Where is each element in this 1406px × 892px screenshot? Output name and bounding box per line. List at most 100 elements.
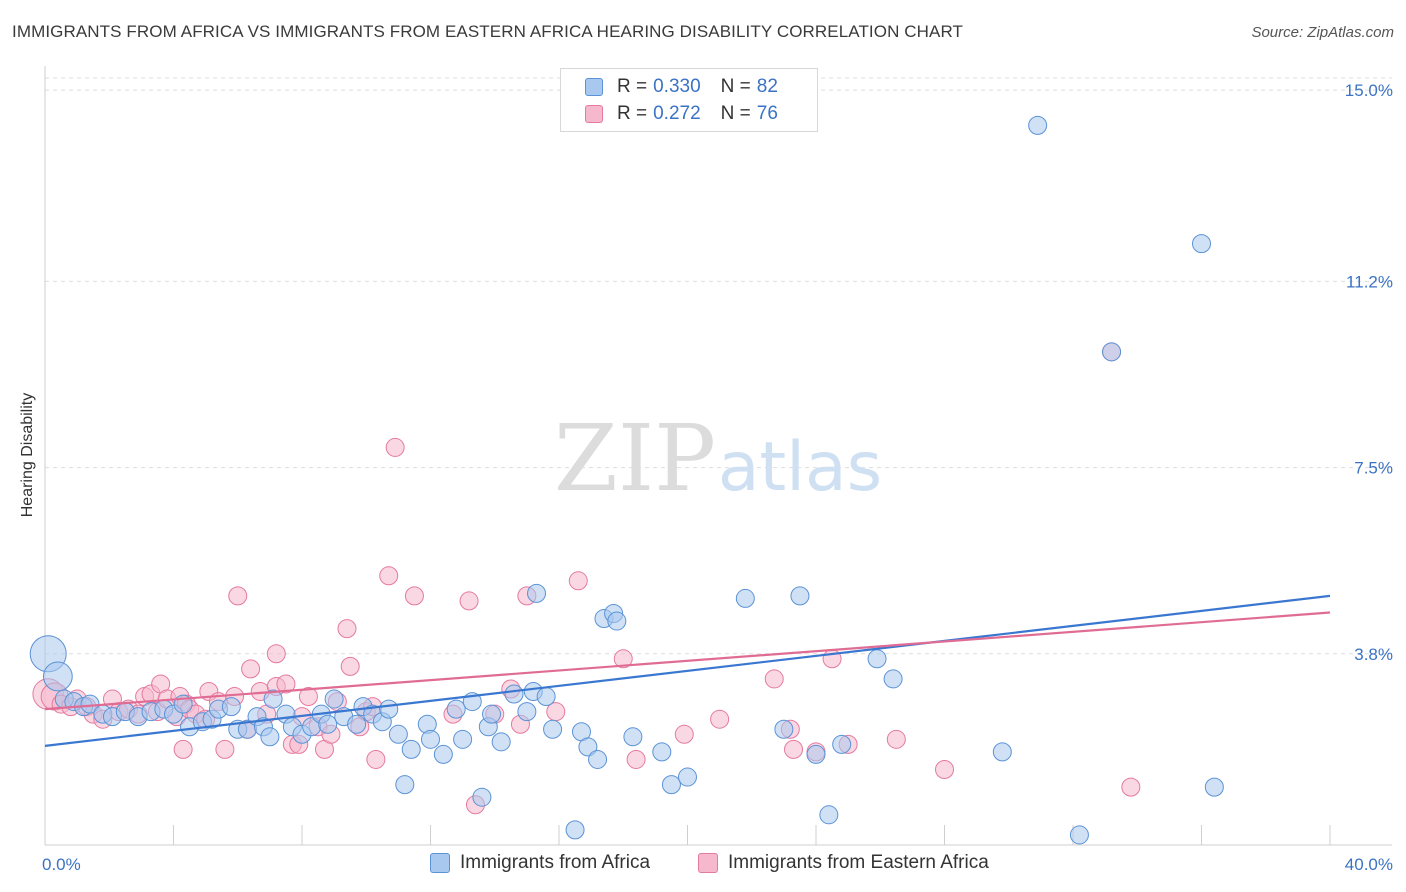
africa-point: [527, 583, 547, 603]
eastern-africa-point: [886, 729, 906, 749]
eastern-africa-point: [276, 674, 296, 694]
eastern-africa-point: [337, 619, 357, 639]
eastern-africa-point: [366, 749, 386, 769]
watermark-zip: ZIP: [554, 405, 716, 512]
eastern-africa-point: [568, 571, 588, 591]
eastern-africa-point: [626, 749, 646, 769]
legend-label-africa: Immigrants from Africa: [460, 852, 651, 873]
stats-n-value: 76: [756, 103, 778, 124]
eastern-africa-point: [379, 566, 399, 586]
africa-point: [517, 702, 537, 722]
africa-point: [401, 739, 421, 759]
africa-point: [491, 732, 511, 752]
africa-point: [607, 611, 627, 631]
eastern-africa-point: [385, 437, 405, 457]
africa-point: [774, 719, 794, 739]
africa-point: [1102, 342, 1122, 362]
stats-box: R = 0.330 N = 82 R = 0.272 N = 76: [560, 68, 818, 132]
eastern-africa-point: [215, 739, 235, 759]
africa-point: [867, 649, 887, 669]
legend: Immigrants from Africa Immigrants from E…: [0, 852, 1406, 878]
africa-point: [318, 714, 338, 734]
stats-swatch-eastern-africa: [585, 105, 603, 123]
chart-source: Source: ZipAtlas.com: [1251, 24, 1394, 41]
grid-lines: [45, 77, 1392, 655]
africa-point: [388, 724, 408, 744]
eastern-africa-point: [613, 649, 633, 669]
africa-point: [883, 669, 903, 689]
eastern-africa-point: [173, 739, 193, 759]
eastern-africa-point: [459, 591, 479, 611]
axes: [44, 66, 1392, 846]
africa-point: [324, 689, 344, 709]
africa-point: [819, 805, 839, 825]
africa-point: [504, 684, 524, 704]
trend-lines: [44, 594, 1331, 747]
africa-point: [565, 820, 585, 840]
legend-item-eastern-africa[interactable]: Immigrants from Eastern Africa: [698, 852, 989, 874]
stats-n-value: 82: [756, 76, 778, 97]
eastern-africa-point: [340, 656, 360, 676]
eastern-africa-point: [1121, 777, 1141, 797]
africa-point: [1204, 777, 1224, 797]
africa-point: [395, 775, 415, 795]
africa-point: [832, 734, 852, 754]
africa-point: [1192, 234, 1211, 254]
africa-point: [482, 704, 502, 724]
africa-point: [472, 787, 492, 807]
tick-labels: 3.8% 7.5% 11.2% 15.0% 0.0% 40.0%: [42, 81, 1393, 874]
africa-point: [536, 687, 556, 707]
y-tick-label: 15.0%: [1345, 81, 1393, 100]
stats-n-label: N =: [720, 76, 751, 97]
africa-trend-line: [44, 594, 1331, 747]
africa-point: [221, 697, 241, 717]
africa-point: [446, 699, 466, 719]
y-tick-label: 7.5%: [1354, 459, 1393, 478]
stats-row-africa: R = 0.330 N = 82: [585, 75, 778, 99]
africa-point: [379, 699, 399, 719]
stats-n-label: N =: [720, 103, 751, 124]
stats-swatch-africa: [585, 78, 603, 96]
africa-point: [661, 775, 681, 795]
chart-title: IMMIGRANTS FROM AFRICA VS IMMIGRANTS FRO…: [12, 22, 964, 41]
legend-item-africa[interactable]: Immigrants from Africa: [430, 852, 650, 874]
legend-label-eastern-africa: Immigrants from Eastern Africa: [728, 852, 989, 873]
africa-point: [42, 661, 73, 692]
y-tick-label: 3.8%: [1354, 645, 1393, 664]
stats-r-value: 0.330: [653, 76, 701, 97]
africa-point: [735, 588, 755, 608]
stats-r-value: 0.272: [653, 103, 701, 124]
africa-point: [588, 749, 608, 769]
eastern-africa-point: [784, 739, 804, 759]
eastern-africa-point: [266, 644, 286, 664]
eastern-africa-point: [298, 687, 318, 707]
watermark-atlas: atlas: [718, 428, 882, 507]
legend-swatch-africa: [430, 853, 450, 873]
africa-point: [578, 737, 598, 757]
eastern-africa-trend-line: [44, 611, 1331, 711]
y-tick-label: 11.2%: [1346, 272, 1393, 291]
eastern-africa-point: [710, 709, 730, 729]
legend-swatch-eastern-africa: [698, 853, 718, 873]
africa-point: [1028, 115, 1048, 135]
africa-point: [1069, 825, 1089, 845]
africa-point: [806, 744, 826, 764]
africa-point: [347, 714, 367, 734]
stats-row-eastern-africa: R = 0.272 N = 76: [585, 102, 778, 126]
eastern-africa-point: [241, 659, 261, 679]
africa-point: [623, 727, 643, 747]
eastern-africa-point: [764, 669, 784, 689]
africa-point: [453, 729, 473, 749]
africa-point: [992, 742, 1012, 762]
africa-point: [421, 729, 440, 749]
africa-point: [260, 727, 280, 747]
africa-point: [433, 744, 453, 764]
watermark: ZIP atlas: [554, 405, 882, 512]
africa-point: [652, 742, 672, 762]
africa-point: [263, 689, 283, 709]
africa-point: [790, 586, 810, 606]
eastern-africa-point: [228, 586, 248, 606]
africa-point: [678, 767, 697, 787]
eastern-africa-point: [674, 724, 694, 744]
